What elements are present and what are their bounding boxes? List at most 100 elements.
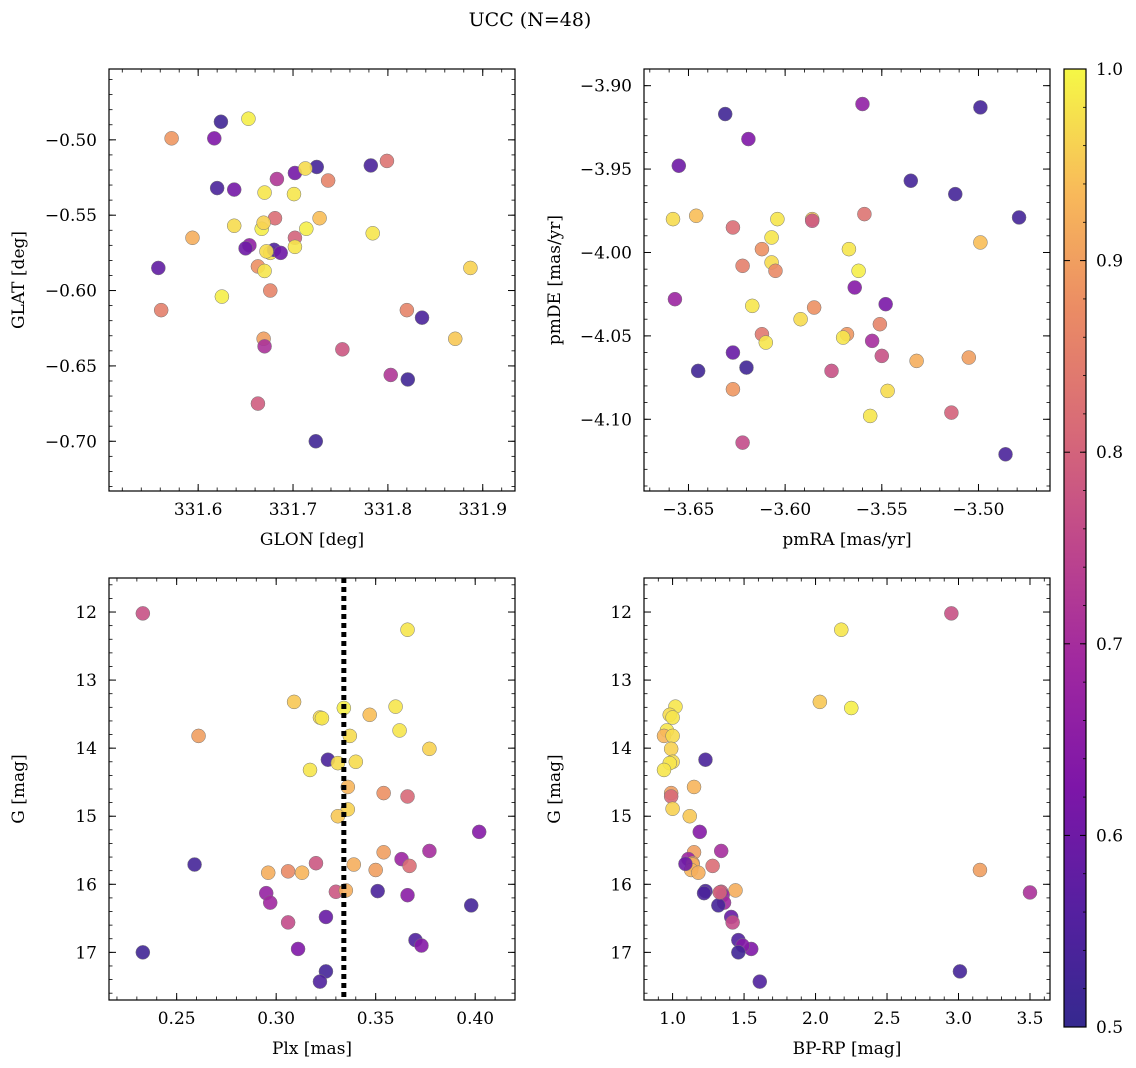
- scatter-point: [754, 241, 770, 257]
- y-tick-label: 13: [75, 671, 97, 691]
- scatter-point: [735, 435, 750, 450]
- x-tick-label: −3.50: [952, 500, 1004, 520]
- scatter-point: [365, 226, 380, 241]
- scatter-points: [151, 111, 478, 449]
- scatter-point: [690, 363, 706, 379]
- scatter-point: [260, 865, 276, 880]
- scatter-point: [164, 131, 179, 146]
- scatter-point: [735, 258, 750, 274]
- scatter-point: [682, 808, 697, 824]
- scatter-point: [400, 372, 416, 387]
- x-tick-label: 2.0: [802, 1009, 829, 1029]
- scatter-point: [308, 434, 324, 449]
- scatter-point: [725, 345, 741, 360]
- scatter-point: [414, 938, 429, 953]
- scatter-point: [764, 230, 779, 245]
- colorbar-tick-label: 0.5: [1096, 1018, 1123, 1038]
- scatter-point: [1022, 885, 1038, 900]
- plot-frame: [108, 577, 516, 1001]
- figure-title: UCC (N=48): [469, 9, 592, 31]
- colorbar-tick-label: 0.7: [1096, 635, 1123, 655]
- scatter-point: [400, 622, 415, 637]
- x-tick-label: 331.7: [269, 500, 318, 520]
- scatter-point: [855, 96, 870, 112]
- scatter-point: [312, 210, 327, 226]
- scatter-point: [400, 789, 415, 804]
- scatter-point: [209, 180, 225, 196]
- scatter-point: [758, 335, 774, 350]
- scatter-point: [691, 865, 706, 880]
- scatter-point: [705, 858, 720, 874]
- x-tick-label: 331.9: [458, 500, 507, 520]
- colorbar-tick-label: 1.0: [1096, 60, 1123, 80]
- scatter-point: [379, 153, 395, 169]
- x-tick-label: 331.8: [364, 500, 413, 520]
- scatter-point: [280, 864, 296, 879]
- y-tick-label: −4.10: [580, 410, 632, 430]
- scatter-point: [728, 883, 743, 898]
- scatter-point: [153, 302, 169, 318]
- scatter-point: [667, 291, 683, 307]
- y-tick-label: −0.50: [45, 131, 97, 151]
- x-tick-label: 0.30: [257, 1009, 295, 1029]
- panels: 331.6 331.7 331.8 331.9 −0.70 −0.65 −0.60 −0.55…: [9, 68, 1051, 1059]
- scatter-point: [944, 405, 959, 420]
- scatter-point: [804, 213, 820, 229]
- scatter-point: [257, 263, 272, 279]
- y-tick-label: 14: [75, 739, 97, 759]
- scatter-point: [745, 298, 760, 314]
- scatter-point: [1011, 210, 1027, 225]
- scatter-point: [909, 353, 924, 369]
- scatter-point: [294, 865, 310, 880]
- y-axis-label: GLAT [deg]: [9, 231, 29, 329]
- scatter-point: [302, 762, 318, 778]
- scatter-point: [151, 260, 166, 276]
- x-tick-label: 1.0: [659, 1009, 686, 1029]
- scatter-point: [318, 909, 334, 925]
- y-tick-label: −3.90: [580, 77, 632, 97]
- scatter-point: [752, 974, 768, 989]
- scatter-point: [725, 220, 741, 235]
- scatter-point: [207, 131, 222, 146]
- scatter-point: [362, 707, 377, 723]
- x-tick-label: 3.5: [1016, 1009, 1043, 1029]
- scatter-point: [314, 710, 330, 726]
- y-tick-label: 13: [610, 671, 632, 691]
- scatter-point: [878, 296, 893, 312]
- scatter-point: [973, 235, 988, 250]
- y-tick-label: −0.55: [45, 206, 97, 226]
- scatter-point: [698, 752, 713, 767]
- scatter-point: [226, 182, 242, 197]
- scatter-point: [376, 785, 391, 801]
- scatter-point: [806, 300, 822, 315]
- y-tick-label: 16: [75, 875, 97, 895]
- scatter-point: [402, 858, 417, 874]
- scatter-point: [257, 339, 272, 354]
- scatter-point: [187, 857, 202, 872]
- scatter-point: [812, 694, 828, 710]
- scatter-points: [656, 606, 1038, 989]
- colorbar-tick-label: 0.9: [1096, 252, 1123, 272]
- scatter-point: [422, 843, 437, 859]
- scatter-point: [656, 762, 672, 778]
- x-axis-label: Plx [mas]: [272, 1039, 352, 1059]
- x-axis-label: GLON [deg]: [260, 530, 364, 550]
- scatter-point: [256, 215, 271, 230]
- x-tick-label: 0.35: [357, 1009, 395, 1029]
- scatter-point: [665, 710, 680, 725]
- scatter-point: [135, 945, 151, 960]
- scatter-point: [880, 383, 895, 399]
- scatter-point: [857, 206, 872, 222]
- scatter-point: [335, 342, 350, 357]
- scatter-point: [686, 779, 702, 795]
- scatter-point: [961, 350, 977, 365]
- scatter-point: [273, 245, 288, 261]
- x-tick-label: 0.25: [158, 1009, 196, 1029]
- scatter-point: [370, 883, 385, 899]
- x-tick-label: −3.55: [856, 500, 908, 520]
- scatter-point: [463, 898, 479, 913]
- scatter-point: [308, 855, 324, 871]
- scatter-point: [739, 360, 754, 375]
- scatter-point: [299, 221, 314, 237]
